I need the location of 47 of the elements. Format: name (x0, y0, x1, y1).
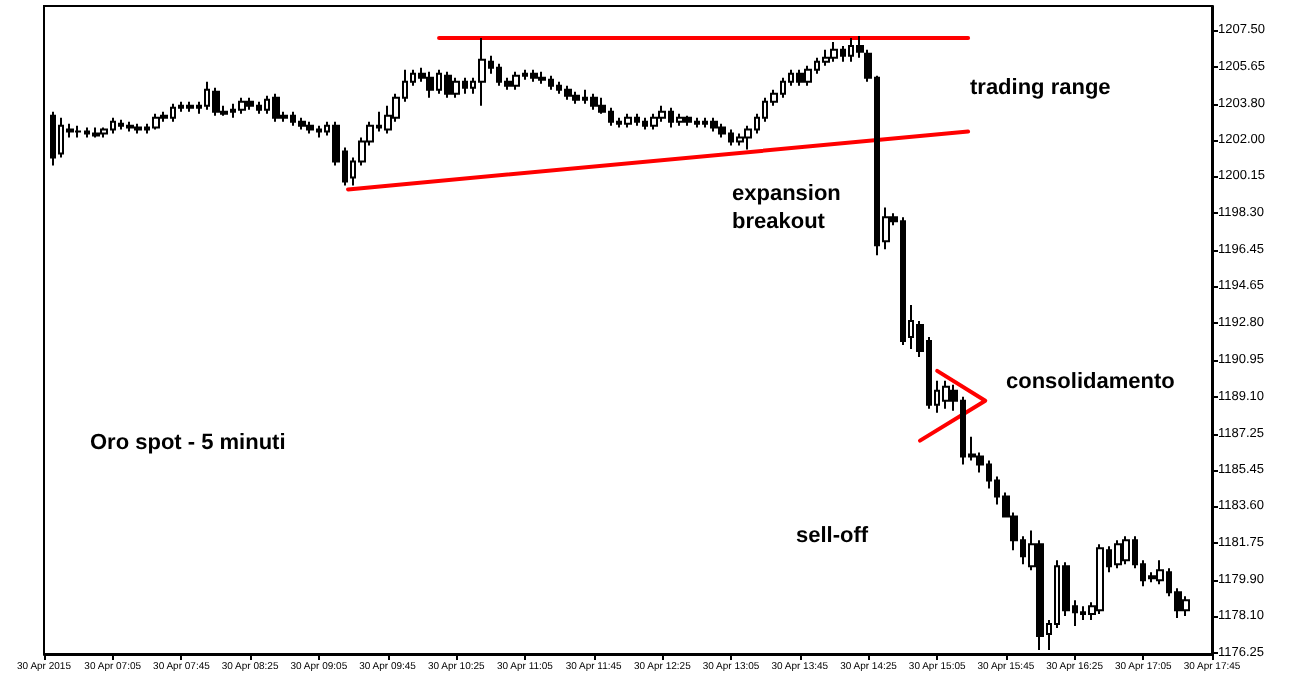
candlestick (676, 112, 684, 127)
candlestick (658, 104, 666, 123)
candlestick (830, 40, 838, 63)
text: Oro spot - 5 minuti (90, 431, 286, 455)
annotation: expansion breakout (732, 182, 842, 234)
candlestick (444, 70, 452, 99)
candlestick (650, 112, 658, 131)
candlestick (512, 70, 520, 91)
candlestick (1114, 539, 1122, 570)
candlestick (212, 86, 220, 117)
candlestick (246, 96, 254, 111)
candlestick (1122, 535, 1130, 566)
candlestick (134, 122, 142, 135)
candlestick (186, 100, 194, 113)
candlestick (426, 70, 434, 99)
candlestick (942, 379, 950, 410)
annotation: trading range (970, 76, 1111, 100)
annotation: sell-off (796, 524, 869, 548)
candlestick (306, 120, 314, 135)
candlestick (572, 90, 580, 105)
candlestick (238, 96, 246, 115)
candlestick (272, 92, 280, 123)
candlestick (100, 126, 108, 139)
candlestick (590, 92, 598, 111)
candlestick (478, 36, 486, 107)
candlestick (298, 116, 306, 131)
candlestick (736, 132, 744, 147)
candlestick (804, 64, 812, 87)
annotation: consolidamento (1006, 370, 1176, 394)
candlestick (530, 68, 538, 83)
candlestick (624, 112, 632, 129)
candlestick (1096, 543, 1104, 616)
candlestick (684, 114, 692, 127)
candlestick (74, 124, 82, 139)
candlestick (564, 84, 572, 101)
candlestick (126, 120, 134, 133)
candlestick (710, 116, 718, 133)
candlestick (452, 76, 460, 99)
candlestick (1182, 595, 1190, 618)
candlestick (718, 122, 726, 139)
candlestick (92, 126, 100, 139)
candlestick (796, 68, 804, 87)
candlestick (822, 48, 830, 67)
candlestick (152, 112, 160, 131)
candlestick (50, 110, 56, 167)
candlestick (160, 110, 168, 123)
candlestick (538, 70, 546, 85)
